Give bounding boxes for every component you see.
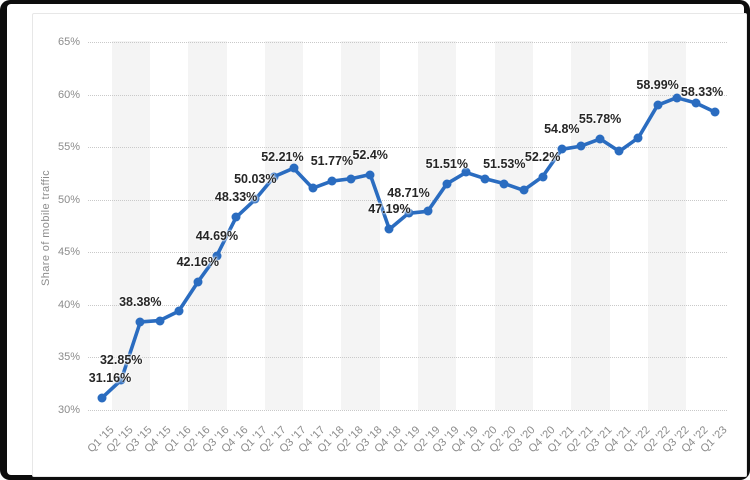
data-point[interactable]: [595, 134, 605, 144]
data-point[interactable]: [250, 194, 260, 204]
data-point[interactable]: [97, 393, 107, 403]
gridline: [88, 199, 727, 201]
data-point[interactable]: [538, 172, 548, 182]
y-axis-tick-label: 50%: [57, 193, 80, 206]
plot-band: [648, 41, 668, 410]
data-point[interactable]: [691, 98, 701, 108]
data-point-label: 52.21%: [261, 149, 304, 164]
y-axis-tick-label: 40%: [57, 298, 80, 311]
data-point[interactable]: [365, 170, 375, 179]
plot-band: [437, 41, 457, 410]
data-point[interactable]: [442, 179, 452, 189]
data-point[interactable]: [710, 107, 720, 117]
data-point[interactable]: [557, 144, 567, 154]
data-point[interactable]: [135, 317, 145, 327]
data-point-label: 44.69%: [195, 228, 239, 243]
y-axis-tick-label: 60%: [57, 88, 80, 101]
data-point[interactable]: [633, 133, 643, 143]
gridline: [88, 147, 727, 149]
plot-band: [571, 41, 591, 410]
data-point-label: 54.8%: [544, 122, 580, 137]
data-point[interactable]: [404, 208, 413, 218]
y-axis-tick-label: 65%: [57, 36, 80, 48]
data-point-label: 51.77%: [310, 154, 354, 169]
gridline: [88, 410, 727, 411]
data-point[interactable]: [384, 224, 394, 234]
plot-band: [188, 41, 208, 410]
data-point[interactable]: [480, 174, 490, 184]
data-point[interactable]: [519, 185, 528, 195]
plot-band: [513, 41, 534, 410]
data-point-label: 52.4%: [352, 147, 388, 162]
plot-band: [590, 41, 610, 410]
data-point[interactable]: [155, 316, 164, 326]
y-axis-tick-label: 45%: [57, 246, 80, 259]
data-point-label: 52.2%: [524, 149, 561, 164]
data-point[interactable]: [672, 93, 682, 103]
data-point[interactable]: [174, 306, 184, 316]
data-point-label: 55.78%: [578, 111, 622, 126]
data-point[interactable]: [423, 206, 433, 216]
data-point[interactable]: [212, 251, 222, 260]
data-point-label: 48.71%: [387, 186, 430, 201]
plot-band: [130, 41, 150, 410]
plot-band: [207, 41, 227, 410]
data-point[interactable]: [499, 179, 509, 189]
data-point[interactable]: [308, 183, 318, 193]
plot-band: [284, 41, 304, 410]
data-point[interactable]: [614, 146, 624, 156]
data-point-label: 58.99%: [636, 78, 679, 93]
gridline: [88, 94, 727, 96]
y-axis-tick-label: 30%: [57, 404, 80, 416]
data-point[interactable]: [289, 163, 299, 173]
y-axis-tick-label: 35%: [57, 351, 80, 364]
data-point[interactable]: [576, 141, 586, 151]
chart-card-border: [32, 13, 747, 477]
data-point-label: 32.85%: [99, 353, 143, 367]
data-point-label: 51.51%: [425, 156, 468, 171]
data-point[interactable]: [653, 100, 663, 110]
plot-band: [264, 41, 284, 410]
plot-band: [667, 41, 687, 410]
plot-band: [341, 41, 361, 410]
gridline: [88, 357, 727, 359]
data-point[interactable]: [116, 375, 126, 385]
data-point-label: 38.38%: [119, 294, 162, 309]
data-point[interactable]: [461, 167, 471, 177]
data-point[interactable]: [269, 172, 279, 181]
data-point[interactable]: [346, 174, 356, 184]
data-point-label: 47.19%: [368, 202, 411, 217]
gridline: [88, 304, 727, 306]
plot-band: [360, 41, 380, 410]
plot-band: [494, 41, 514, 410]
data-point[interactable]: [327, 176, 337, 186]
plot-band: [111, 41, 131, 410]
data-point-label: 42.16%: [176, 255, 219, 270]
data-point-label: 51.53%: [483, 156, 526, 171]
gridline: [88, 42, 727, 43]
data-point-label: 50.03%: [234, 172, 277, 187]
plot-band: [418, 41, 438, 410]
data-point-label: 31.16%: [88, 370, 132, 385]
gridline: [88, 252, 727, 254]
line-series: [100, 95, 717, 400]
data-point[interactable]: [193, 277, 203, 287]
data-point-label: 58.33%: [680, 85, 724, 100]
data-point[interactable]: [231, 212, 241, 222]
data-point-label: 48.33%: [214, 190, 258, 205]
y-axis-tick-label: 55%: [57, 141, 80, 154]
